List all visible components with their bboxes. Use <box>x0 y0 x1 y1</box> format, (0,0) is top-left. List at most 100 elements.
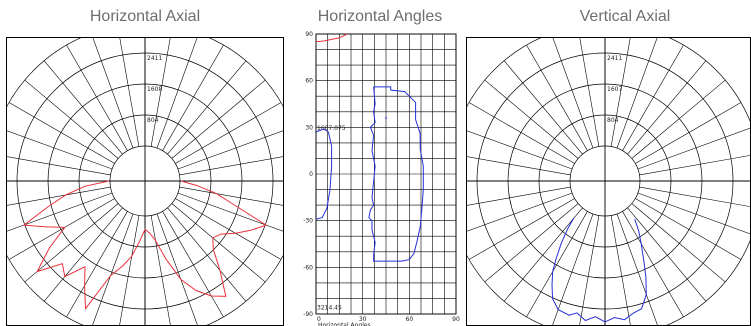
ha-spoke-290 <box>156 37 198 149</box>
ha-spoke-80 <box>150 215 171 326</box>
angles-ytick-3: 0 <box>309 171 313 178</box>
angles-grid <box>315 33 457 315</box>
angles-frame <box>315 33 457 315</box>
va-spoke-250 <box>552 37 594 149</box>
va-spoke-130 <box>503 207 583 302</box>
ha-spoke-110 <box>91 213 134 326</box>
va-spoke-340 <box>637 127 751 170</box>
angles-ytick-1: 60 <box>305 78 313 85</box>
angles-xtick-1: 30 <box>359 316 367 323</box>
angles-xtick-0: 0 <box>317 316 321 323</box>
ha-spoke-220 <box>24 79 119 159</box>
ha-spoke-230 <box>43 60 123 155</box>
ha-spoke-170 <box>6 186 111 206</box>
va-ring-label-2: 2411 <box>607 55 622 62</box>
ha-spoke-120 <box>66 211 128 318</box>
ha-spoke-50 <box>167 207 247 302</box>
ha-spoke-10 <box>179 186 284 206</box>
angles-annotation-0: 1607.075 <box>317 125 346 132</box>
horizontal-axial-polar-chart: 804160824113214 <box>6 37 284 326</box>
vertical-axial-title: Vertical Axial <box>579 8 671 25</box>
va-spoke-70 <box>616 213 659 326</box>
angles-series-1 <box>315 128 333 220</box>
va-spoke-120 <box>526 211 588 318</box>
ha-spoke-200 <box>6 130 113 170</box>
va-ring-label-0: 804 <box>607 117 619 124</box>
va-spoke-220 <box>484 79 579 159</box>
va-ring-4 <box>466 37 751 326</box>
va-series-0 <box>551 217 647 323</box>
ha-spoke-70 <box>156 213 199 326</box>
va-spoke-210 <box>468 102 575 164</box>
va-spoke-300 <box>622 44 684 151</box>
va-spoke-200 <box>466 130 573 170</box>
ha-spoke-260 <box>119 37 140 147</box>
ha-spoke-240 <box>66 44 128 151</box>
ha-series-0 <box>22 180 268 311</box>
va-spoke-170 <box>466 186 571 206</box>
vertical-axial-polar-chart: 804160724113214 <box>466 37 751 326</box>
va-spoke-280 <box>610 37 631 147</box>
va-spoke-40 <box>631 203 726 283</box>
va-spoke-100 <box>579 215 600 326</box>
ha-spoke-160 <box>6 192 113 232</box>
horizontal-angles-chart: 90 60 30 0 -30 -60 -90 0 30 60 90 Horizontal Angles… <box>303 31 460 326</box>
angles-ytick-4: -30 <box>303 218 313 225</box>
ha-ring-label-0: 804 <box>147 117 159 124</box>
va-spoke-160 <box>466 192 573 232</box>
va-spoke-260 <box>579 37 600 147</box>
ha-spoke-210 <box>8 102 115 164</box>
ha-spoke-30 <box>175 198 282 260</box>
ha-ring-label-1: 1608 <box>147 86 162 93</box>
ha-spoke-320 <box>171 79 266 159</box>
horizontal-angles-title: Horizontal Angles <box>317 8 443 25</box>
va-spoke-320 <box>631 79 726 159</box>
va-spoke-140 <box>484 203 579 283</box>
va-ring-label-1: 1607 <box>607 86 622 93</box>
va-spoke-60 <box>622 211 684 318</box>
ha-spoke-150 <box>8 198 115 260</box>
ha-spoke-20 <box>177 192 284 232</box>
va-spoke-290 <box>616 37 658 149</box>
angles-xtick-3: 90 <box>452 316 460 323</box>
ha-grid <box>6 37 284 326</box>
angles-ytick-0: 90 <box>305 31 313 38</box>
va-spoke-80 <box>610 215 631 326</box>
va-spoke-30 <box>635 198 742 260</box>
ha-spoke-330 <box>175 102 282 164</box>
ha-spoke-140 <box>24 203 119 283</box>
ha-spoke-310 <box>167 60 247 155</box>
ha-ring-label-2: 2411 <box>147 55 162 62</box>
va-spoke-10 <box>639 186 751 208</box>
angles-ytick-6: -90 <box>303 311 313 318</box>
va-spoke-230 <box>503 60 583 155</box>
va-spoke-330 <box>635 102 742 164</box>
angles-xlabel: Horizontal Angles <box>318 322 371 326</box>
horizontal-axial-title: Horizontal Axial <box>89 8 201 25</box>
va-spoke-150 <box>468 198 575 260</box>
ha-spoke-300 <box>162 44 224 151</box>
va-spoke-240 <box>526 44 588 151</box>
ha-spoke-350 <box>179 156 284 176</box>
angles-series-2 <box>368 86 424 262</box>
angles-ytick-2: 30 <box>305 124 313 131</box>
ha-spoke-100 <box>119 215 140 326</box>
ha-spoke-130 <box>43 207 123 302</box>
angles-annotation-1: 3214.45 <box>317 304 342 311</box>
va-spoke-50 <box>627 207 707 302</box>
ha-spoke-40 <box>171 203 266 283</box>
angles-ytick-5: -60 <box>303 264 313 271</box>
ha-spoke-190 <box>6 156 111 176</box>
va-spoke-20 <box>637 192 751 235</box>
va-spoke-310 <box>627 60 707 155</box>
angles-xtick-2: 60 <box>406 316 414 323</box>
angles-point-marker <box>385 117 387 119</box>
angles-series-0 <box>315 33 348 43</box>
ha-spoke-280 <box>150 37 171 147</box>
ha-spoke-60 <box>162 211 224 318</box>
va-spoke-190 <box>466 156 571 176</box>
va-spoke-350 <box>639 154 751 176</box>
va-grid <box>466 37 751 326</box>
va-frame <box>466 37 751 326</box>
ha-spoke-340 <box>177 130 284 170</box>
